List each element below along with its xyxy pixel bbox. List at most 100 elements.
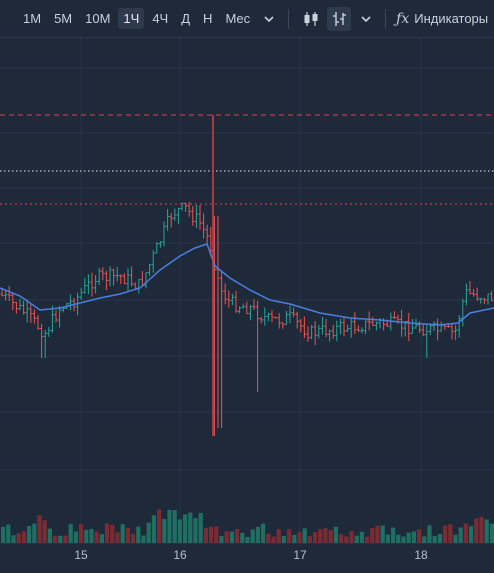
candle xyxy=(468,281,472,295)
candle xyxy=(18,298,22,311)
candle xyxy=(40,323,44,358)
volume-bar xyxy=(229,531,234,543)
volume-bar xyxy=(406,532,411,543)
candle xyxy=(288,305,292,324)
volume-bar xyxy=(458,527,463,543)
volume-bar xyxy=(323,528,328,543)
candle xyxy=(252,299,256,310)
volume-bar xyxy=(16,533,21,543)
volume-bar xyxy=(6,524,11,543)
candle xyxy=(349,317,353,338)
candle xyxy=(335,320,339,342)
toolbar-divider xyxy=(288,8,290,29)
volume-bar xyxy=(318,529,323,543)
price-chart[interactable]: 15 16 17 18 xyxy=(0,38,494,573)
candle xyxy=(176,207,180,224)
candle xyxy=(94,275,98,294)
timeframe-1h[interactable]: 1Ч xyxy=(118,8,145,29)
volume-bar xyxy=(463,523,468,543)
candle xyxy=(191,206,195,226)
volume-bar xyxy=(333,526,338,543)
candle xyxy=(0,288,4,297)
candle xyxy=(50,305,54,333)
volume-bar xyxy=(313,532,318,543)
toolbar-divider xyxy=(385,8,387,29)
candle xyxy=(14,301,18,314)
candle xyxy=(148,264,152,277)
bars-icon[interactable] xyxy=(327,6,352,31)
candle xyxy=(450,323,454,340)
candle xyxy=(392,311,396,319)
x-axis: 15 16 17 18 xyxy=(74,548,428,562)
candles-icon[interactable] xyxy=(299,7,323,31)
candle xyxy=(295,311,299,329)
volume-bar xyxy=(172,510,177,543)
timeframe-day[interactable]: Д xyxy=(181,11,191,26)
volume-bar xyxy=(105,523,110,543)
candle xyxy=(482,298,486,304)
candle xyxy=(328,329,332,342)
volume-bars xyxy=(1,509,494,543)
volume-bar xyxy=(276,529,281,543)
candle xyxy=(263,307,267,326)
candle xyxy=(68,294,72,311)
candle xyxy=(310,324,314,340)
timeframe-month[interactable]: Мес xyxy=(225,11,251,26)
candle xyxy=(292,307,296,317)
candle xyxy=(302,316,306,339)
indicators-icon[interactable]: ƒx xyxy=(396,10,410,27)
volume-bar xyxy=(131,533,136,543)
volume-bar xyxy=(183,514,188,543)
candle xyxy=(421,323,425,337)
candle xyxy=(238,306,242,314)
volume-bar xyxy=(110,524,115,543)
candle xyxy=(245,301,249,315)
candle xyxy=(313,321,317,345)
candle xyxy=(270,310,274,323)
volume-bar xyxy=(1,526,6,543)
volume-bar xyxy=(401,536,406,543)
timeframe-4h[interactable]: 4Ч xyxy=(152,11,169,26)
candle xyxy=(464,283,468,306)
volume-bar xyxy=(281,535,286,543)
volume-bar xyxy=(302,528,307,543)
candle xyxy=(97,267,101,285)
volume-bar xyxy=(115,532,120,543)
timeframe-10m[interactable]: 10М xyxy=(85,11,111,26)
volume-bar xyxy=(240,532,245,543)
x-tick-label: 17 xyxy=(293,548,307,562)
candle xyxy=(234,290,238,313)
chevron-down-icon[interactable] xyxy=(359,12,373,26)
chevron-down-icon[interactable] xyxy=(262,12,276,26)
x-tick-label: 16 xyxy=(173,548,187,562)
candle xyxy=(22,300,26,315)
candle xyxy=(274,316,278,319)
volume-bar xyxy=(437,533,442,543)
timeframe-1m[interactable]: 1М xyxy=(23,11,42,26)
volume-bar xyxy=(365,536,370,543)
candle xyxy=(25,299,29,323)
volume-bar xyxy=(453,534,458,543)
candle xyxy=(486,293,490,305)
candle xyxy=(364,320,368,335)
timeframe-5m[interactable]: 5М xyxy=(54,11,73,26)
volume-bar xyxy=(484,519,489,543)
volume-bar xyxy=(375,525,380,543)
candle xyxy=(407,313,411,342)
candle xyxy=(479,297,483,304)
candle xyxy=(374,321,378,331)
candle xyxy=(108,266,112,287)
x-tick-label: 15 xyxy=(74,548,88,562)
moving-average-line xyxy=(0,243,494,326)
volume-bar xyxy=(11,535,16,543)
timeframe-week[interactable]: Н xyxy=(203,11,213,26)
candle xyxy=(194,205,198,229)
volume-bar xyxy=(422,536,427,543)
candle xyxy=(137,279,141,294)
candle xyxy=(259,316,263,324)
indicators-button[interactable]: Индикаторы xyxy=(414,11,489,26)
candle xyxy=(162,221,166,247)
volume-bar xyxy=(344,536,349,543)
candle xyxy=(403,320,407,337)
volume-bar xyxy=(287,529,292,543)
